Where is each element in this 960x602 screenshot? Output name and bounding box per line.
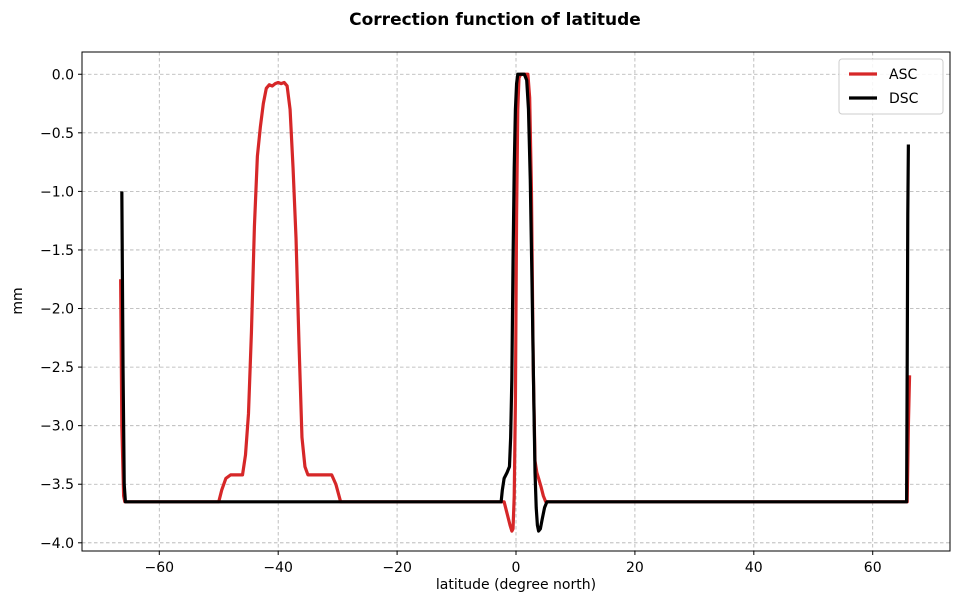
y-tick-label: −0.5: [40, 126, 74, 142]
y-axis-ticks: 0.0 −0.5 −1.0 −1.5 −2.0 −2.5 −3.0 −3.5 −4.0: [40, 67, 82, 552]
y-tick-label: −1.5: [40, 243, 74, 259]
x-tick-label: 40: [745, 560, 763, 576]
y-tick-label: 0.0: [52, 67, 74, 83]
x-tick-label: 60: [864, 560, 882, 576]
legend: ASC DSC: [838, 58, 944, 115]
x-tick-label: 20: [626, 560, 644, 576]
chart-title: Correction function of latitude: [349, 10, 641, 30]
y-tick-label: −2.0: [40, 302, 74, 318]
plot-area: [119, 72, 912, 533]
y-tick-label: −3.0: [40, 419, 74, 435]
x-tick-label: −40: [263, 560, 293, 576]
legend-label-dsc: DSC: [889, 91, 919, 107]
x-axis-label: latitude (degree north): [436, 577, 596, 593]
y-tick-label: −1.0: [40, 184, 74, 200]
series-line-dsc: [120, 72, 910, 533]
x-tick-label: 0: [512, 560, 521, 576]
y-tick-label: −4.0: [40, 536, 74, 552]
x-axis-ticks: −60 −40 −20 0 20 40 60: [145, 551, 882, 576]
y-tick-label: −2.5: [40, 360, 74, 376]
y-tick-label: −3.5: [40, 477, 74, 493]
x-tick-label: −20: [382, 560, 412, 576]
series-layer: [119, 72, 912, 533]
legend-label-asc: ASC: [889, 67, 917, 83]
y-axis-label: mm: [10, 287, 26, 314]
x-tick-label: −60: [145, 560, 175, 576]
